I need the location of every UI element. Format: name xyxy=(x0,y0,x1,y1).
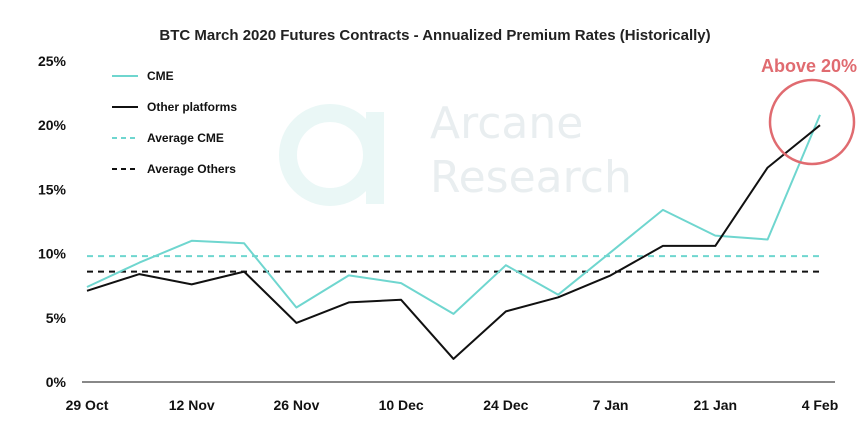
legend-label: Average Others xyxy=(147,162,236,176)
y-tick-label: 25% xyxy=(38,53,67,69)
series-line xyxy=(86,124,821,360)
y-tick-label: 10% xyxy=(38,246,67,262)
x-tick-label: 26 Nov xyxy=(273,397,319,413)
x-tick-label: 21 Jan xyxy=(693,397,737,413)
watermark: Arcane Research xyxy=(279,98,632,206)
legend: CME Other platforms Average CME Average Oth… xyxy=(112,69,237,176)
y-tick-label: 20% xyxy=(38,117,67,133)
x-tick-label: 7 Jan xyxy=(593,397,629,413)
legend-label: Average CME xyxy=(147,131,224,145)
x-tick-label: 4 Feb xyxy=(802,397,839,413)
watermark-logo-icon xyxy=(279,104,381,206)
y-tick-label: 0% xyxy=(46,374,67,390)
annotation-circle xyxy=(768,78,856,166)
chart-title: BTC March 2020 Futures Contracts - Annua… xyxy=(159,27,710,44)
x-tick-label: 12 Nov xyxy=(169,397,215,413)
x-tick-label: 29 Oct xyxy=(66,397,109,413)
watermark-logo-stem-icon xyxy=(366,112,384,204)
y-tick-label: 5% xyxy=(46,310,67,326)
series-lines xyxy=(86,114,821,360)
x-tick-label: 24 Dec xyxy=(483,397,528,413)
y-tick-label: 15% xyxy=(38,181,67,197)
watermark-line-2: Research xyxy=(430,152,632,203)
watermark-line-1: Arcane xyxy=(430,98,583,149)
legend-label: CME xyxy=(147,69,174,83)
series-line xyxy=(86,114,821,315)
reference-lines xyxy=(87,255,820,273)
y-axis-ticks: 0% 5% 10% 15% 20% 25% xyxy=(38,53,67,390)
legend-label: Other platforms xyxy=(147,100,237,114)
x-axis-ticks: 29 Oct 12 Nov 26 Nov 10 Dec 24 Dec 7 Jan 21 Ja… xyxy=(66,397,839,413)
x-tick-label: 10 Dec xyxy=(379,397,424,413)
annotation-label: Above 20% xyxy=(761,56,857,76)
